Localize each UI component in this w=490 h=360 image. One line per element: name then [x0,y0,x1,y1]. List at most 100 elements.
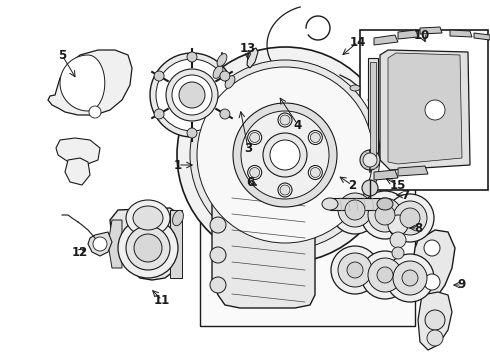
Ellipse shape [368,258,402,292]
Ellipse shape [338,253,372,287]
Ellipse shape [361,251,409,299]
Ellipse shape [247,131,262,144]
Polygon shape [474,33,490,40]
Ellipse shape [278,183,292,197]
Ellipse shape [310,132,320,143]
Ellipse shape [278,113,292,127]
Ellipse shape [386,109,396,115]
Ellipse shape [150,53,234,137]
Text: 8: 8 [414,221,422,234]
Ellipse shape [345,200,365,220]
Ellipse shape [179,82,205,108]
Polygon shape [368,58,378,160]
Ellipse shape [177,47,393,263]
Polygon shape [398,166,428,176]
Ellipse shape [187,52,197,62]
Ellipse shape [210,247,226,263]
Ellipse shape [425,310,445,330]
Ellipse shape [154,109,164,119]
Polygon shape [450,30,472,37]
Ellipse shape [166,69,218,121]
Bar [200,178,415,326]
Ellipse shape [425,100,445,120]
Polygon shape [65,158,90,185]
Ellipse shape [250,132,260,143]
Ellipse shape [361,191,409,239]
Ellipse shape [331,246,379,294]
Ellipse shape [197,67,373,243]
Ellipse shape [362,180,378,196]
Ellipse shape [270,140,300,170]
Polygon shape [60,55,105,111]
Ellipse shape [172,75,212,115]
Ellipse shape [126,226,170,270]
Polygon shape [398,30,418,39]
Text: 1: 1 [174,158,182,171]
Ellipse shape [213,66,223,78]
Polygon shape [420,27,442,34]
Polygon shape [413,230,455,298]
Ellipse shape [390,232,406,248]
Ellipse shape [393,201,427,235]
Polygon shape [380,50,470,170]
Ellipse shape [280,115,290,125]
Polygon shape [48,50,132,115]
Ellipse shape [363,153,377,167]
Text: 13: 13 [240,41,256,54]
Bar [330,198,385,210]
Ellipse shape [386,254,434,302]
Polygon shape [170,210,182,278]
Ellipse shape [118,218,178,278]
Ellipse shape [377,267,393,283]
Ellipse shape [89,106,101,118]
Ellipse shape [126,200,170,236]
Ellipse shape [280,185,290,195]
Ellipse shape [424,274,440,290]
Bar [360,30,488,190]
Ellipse shape [331,186,379,234]
Ellipse shape [308,131,322,144]
Ellipse shape [187,128,197,138]
Polygon shape [374,35,398,45]
Ellipse shape [424,240,440,256]
Ellipse shape [210,277,226,293]
Text: 9: 9 [458,279,466,292]
Ellipse shape [93,237,107,251]
Text: 15: 15 [390,179,406,192]
Text: 14: 14 [350,36,366,49]
Ellipse shape [368,97,378,103]
Text: 10: 10 [414,28,430,41]
Ellipse shape [338,193,372,227]
Polygon shape [418,292,452,350]
Ellipse shape [350,85,360,91]
Ellipse shape [375,205,395,225]
Ellipse shape [377,198,393,210]
Ellipse shape [402,270,418,286]
Polygon shape [110,208,182,280]
Ellipse shape [220,71,230,81]
Ellipse shape [250,167,260,177]
Text: 3: 3 [244,141,252,154]
Ellipse shape [388,215,408,235]
Ellipse shape [392,247,404,259]
Ellipse shape [156,59,228,131]
Ellipse shape [233,103,337,207]
Ellipse shape [400,208,420,228]
Ellipse shape [368,198,402,232]
Text: 5: 5 [58,49,66,62]
Ellipse shape [427,330,443,346]
Ellipse shape [360,150,380,170]
Polygon shape [56,138,100,165]
Polygon shape [108,220,122,268]
Ellipse shape [322,198,338,210]
Text: 11: 11 [154,293,170,306]
Ellipse shape [393,261,427,295]
Ellipse shape [386,194,434,242]
Text: 12: 12 [72,246,88,258]
Ellipse shape [225,76,235,89]
Polygon shape [88,232,112,256]
Text: 4: 4 [294,118,302,131]
Ellipse shape [133,206,163,230]
Ellipse shape [154,71,164,81]
Polygon shape [370,62,376,156]
